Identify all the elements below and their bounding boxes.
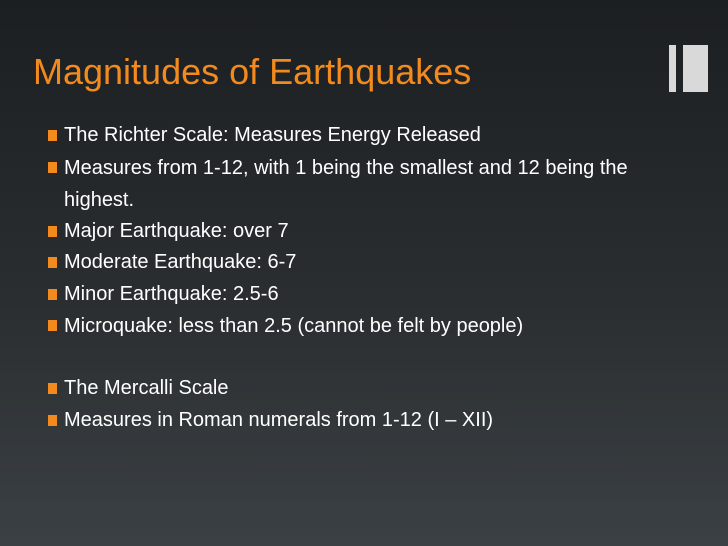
bullet-text: Moderate Earthquake: 6-7 <box>64 251 297 273</box>
bullet-spacer <box>47 342 647 373</box>
bullet-item-richter-range: Measures from 1-12, with 1 being the sma… <box>47 152 647 216</box>
title-decoration-thick-bar <box>683 45 708 92</box>
bullet-marker-icon <box>48 161 57 173</box>
bullet-text: Minor Earthquake: 2.5-6 <box>64 282 279 305</box>
bullet-marker-icon <box>48 320 57 331</box>
bullet-text: The Richter Scale: Measures Energy Relea… <box>64 124 481 146</box>
bullet-item-moderate: Moderate Earthquake: 6-7 <box>47 247 647 279</box>
bullet-text: The Mercalli Scale <box>64 377 229 399</box>
bullet-marker-icon <box>48 414 57 426</box>
bullet-list: The Richter Scale: Measures Energy Relea… <box>47 120 647 436</box>
bullet-text: Measures in Roman numerals from 1-12 (I … <box>64 408 494 431</box>
bullet-item-major: Major Earthquake: over 7 <box>47 216 647 248</box>
slide-title: Magnitudes of Earthquakes <box>33 51 472 92</box>
bullet-marker-icon <box>48 383 57 394</box>
bullet-text: Measures from 1-12, with 1 being the sma… <box>64 156 628 211</box>
bullet-item-richter: The Richter Scale: Measures Energy Relea… <box>47 120 647 152</box>
bullet-item-mercalli: The Mercalli Scale <box>47 373 647 405</box>
bullet-marker-icon <box>48 288 57 300</box>
bullet-item-microquake: Microquake: less than 2.5 (cannot be fel… <box>47 310 647 342</box>
bullet-marker-icon <box>48 225 57 237</box>
bullet-item-mercalli-range: Measures in Roman numerals from 1-12 (I … <box>47 405 647 437</box>
bullet-marker-icon <box>48 130 57 141</box>
bullet-text: Microquake: less than 2.5 (cannot be fel… <box>64 315 524 337</box>
bullet-text: Major Earthquake: over 7 <box>64 219 289 242</box>
bullet-marker-icon <box>48 257 57 268</box>
bullet-item-minor: Minor Earthquake: 2.5-6 <box>47 279 647 311</box>
title-decoration-thin-bar <box>669 45 676 92</box>
